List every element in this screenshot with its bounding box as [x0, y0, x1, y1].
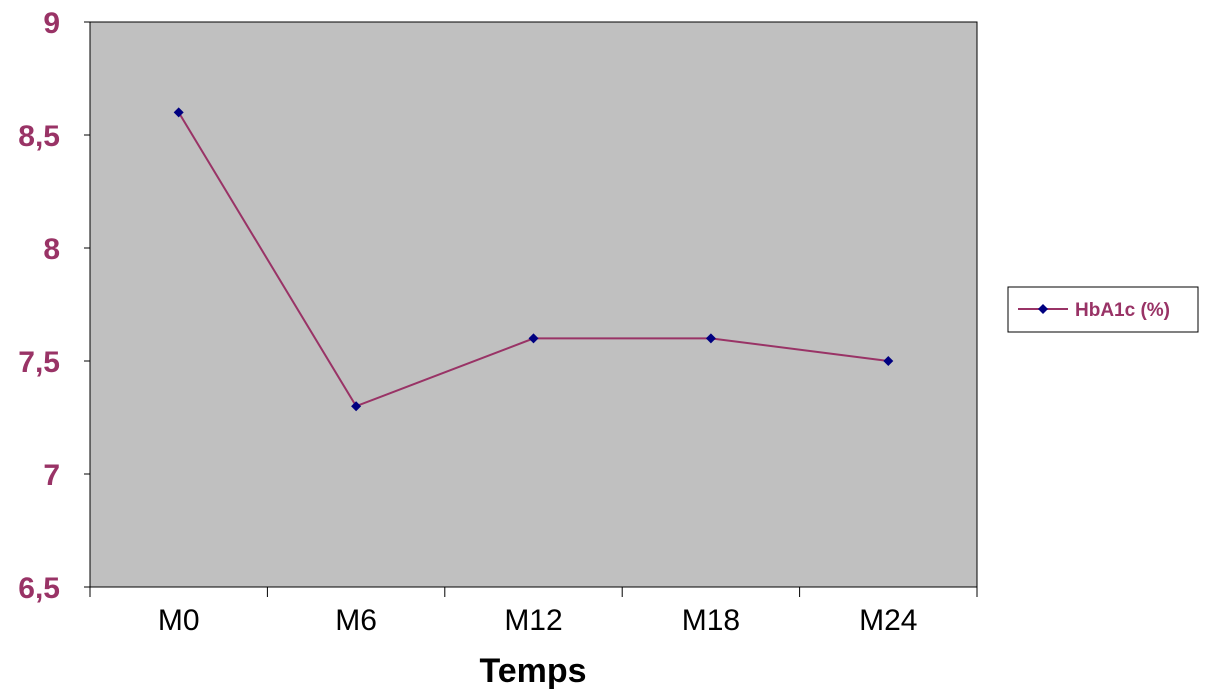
legend-marker-swatch [1038, 304, 1048, 314]
x-tick-label: M18 [682, 604, 740, 637]
legend-label: HbA1c (%) [1075, 300, 1170, 321]
data-point-marker [528, 333, 539, 344]
x-tick-label: M12 [504, 604, 562, 637]
y-tick-label: 6,5 [18, 572, 60, 605]
y-tick-label: 8 [43, 233, 60, 266]
data-point-marker [883, 356, 894, 366]
y-tick-label: 9 [43, 7, 60, 40]
data-point-marker [705, 333, 716, 344]
x-tick-label: M24 [859, 604, 917, 637]
plot-area [89, 21, 978, 588]
legend: HbA1c (%) [1007, 286, 1199, 333]
data-point-marker [173, 107, 184, 118]
x-tick-label: M0 [158, 604, 200, 637]
y-tick-label: 7 [43, 459, 60, 492]
y-axis: 6,5 7 7,5 8 8,5 9 [18, 7, 90, 605]
series-layer [173, 107, 894, 412]
y-tick-label: 8,5 [18, 120, 60, 153]
x-axis-label: Temps [479, 652, 586, 690]
y-tick-label: 7,5 [18, 346, 60, 379]
data-point-marker [351, 401, 362, 412]
x-tick-label: M6 [335, 604, 377, 637]
x-axis: M0 M6 M12 M18 M24 [89, 587, 978, 637]
